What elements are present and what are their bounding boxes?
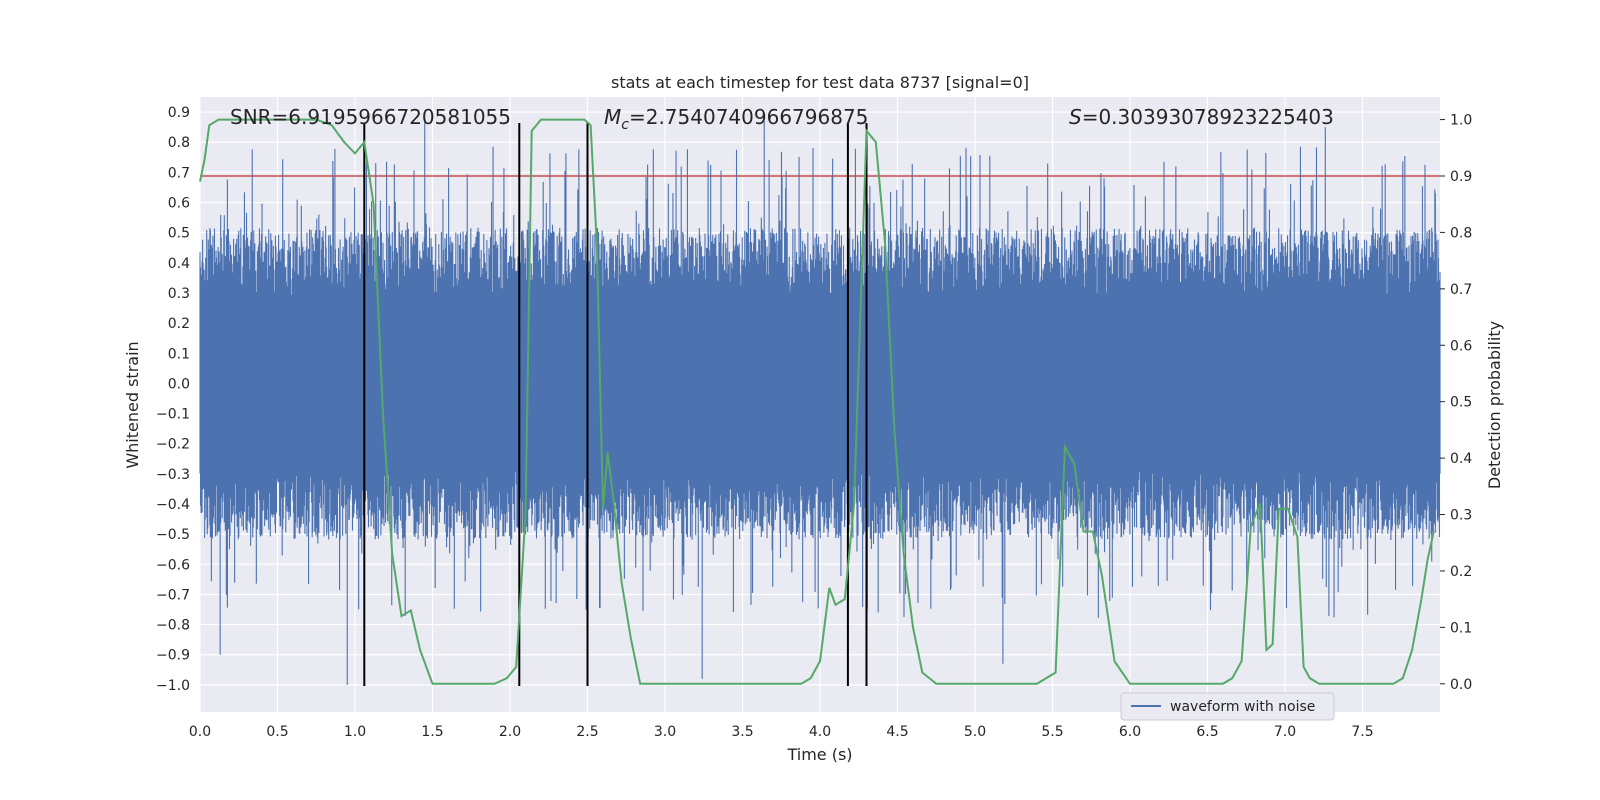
- y-tick-label: 0.6: [168, 196, 190, 212]
- snr-annotation: SNR=6.9195966720581055: [230, 105, 511, 129]
- y-tick-label: 0.8: [168, 135, 190, 151]
- x-tick-label: 1.5: [421, 724, 443, 740]
- y-axis-ticks: 0.9 0.8 0.7 0.6 0.5 0.4 0.3 0.2 0.1 0.0 −0.1 −0.2 −0…: [156, 105, 190, 694]
- chart-title: stats at each timestep for test data 873…: [611, 73, 1029, 92]
- x-tick-label: 0.0: [189, 724, 211, 740]
- s-annotation: S=0.30393078923225403: [1069, 105, 1334, 129]
- y-tick-label: −0.1: [156, 407, 190, 423]
- y-axis-label: Whitened strain: [123, 341, 142, 468]
- y2-axis-label: Detection probability: [1485, 321, 1504, 489]
- x-tick-label: 5.5: [1041, 724, 1063, 740]
- legend-label: waveform with noise: [1170, 699, 1315, 715]
- y2-tick-label: 0.0: [1450, 677, 1472, 693]
- x-tick-label: 6.0: [1119, 724, 1141, 740]
- s-symbol: S: [1069, 105, 1082, 129]
- y2-tick-label: 0.6: [1450, 338, 1472, 354]
- y2-axis-ticks: 1.0 0.9 0.8 0.7 0.6 0.5 0.4 0.3 0.2 0.1 0.0: [1440, 113, 1472, 693]
- x-tick-label: 3.5: [731, 724, 753, 740]
- y-tick-label: −0.6: [156, 557, 190, 573]
- y2-tick-label: 0.1: [1450, 620, 1472, 636]
- y-tick-label: −0.8: [156, 618, 190, 634]
- y2-tick-label: 0.9: [1450, 169, 1472, 185]
- y-tick-label: 0.2: [168, 316, 190, 332]
- x-axis-ticks: 0.0 0.5 1.0 1.5 2.0 2.5 3.0 3.5 4.0 4.5 5.0 5.5 6.0 6…: [189, 724, 1374, 740]
- x-tick-label: 6.5: [1196, 724, 1218, 740]
- y-tick-label: −0.9: [156, 648, 190, 664]
- x-axis-label: Time (s): [786, 745, 852, 764]
- y-tick-label: −1.0: [156, 678, 190, 694]
- y-tick-label: 0.5: [168, 226, 190, 242]
- y-tick-label: 0.4: [168, 256, 190, 272]
- y-tick-label: −0.7: [156, 587, 190, 603]
- mc-subscript: c: [621, 117, 629, 133]
- mc-value: =2.7540740966796875: [629, 105, 868, 129]
- mc-symbol: M: [604, 105, 621, 129]
- y2-tick-label: 0.4: [1450, 451, 1472, 467]
- x-tick-label: 7.0: [1274, 724, 1296, 740]
- y-tick-label: 0.9: [168, 105, 190, 121]
- waveform-line: [199, 121, 1441, 685]
- x-tick-label: 2.5: [576, 724, 598, 740]
- y-tick-label: −0.3: [156, 467, 190, 483]
- waveform-series: [199, 121, 1441, 685]
- y2-tick-label: 0.3: [1450, 508, 1472, 524]
- y2-tick-label: 1.0: [1450, 113, 1472, 129]
- mc-annotation: Mc=2.7540740966796875: [604, 105, 868, 133]
- y-tick-label: −0.4: [156, 497, 190, 513]
- legend: waveform with noise: [1120, 692, 1335, 721]
- x-tick-label: 3.0: [654, 724, 676, 740]
- y-tick-label: 0.1: [168, 346, 190, 362]
- x-tick-label: 7.5: [1351, 724, 1373, 740]
- y2-tick-label: 0.2: [1450, 564, 1472, 580]
- x-tick-label: 1.0: [344, 724, 366, 740]
- overlay: [199, 118, 1440, 686]
- y2-tick-label: 0.7: [1450, 282, 1472, 298]
- y-tick-label: 0.0: [168, 376, 190, 392]
- x-tick-label: 5.0: [964, 724, 986, 740]
- y2-tick-label: 0.5: [1450, 395, 1472, 411]
- y-tick-label: −0.2: [156, 437, 190, 453]
- y-tick-label: 0.7: [168, 165, 190, 181]
- detection-probability-line: [199, 118, 1435, 685]
- legend-box: [1120, 692, 1335, 721]
- y2-tick-label: 0.8: [1450, 225, 1472, 241]
- y-tick-label: 0.3: [168, 286, 190, 302]
- x-tick-label: 4.5: [886, 724, 908, 740]
- x-tick-label: 0.5: [266, 724, 288, 740]
- x-tick-label: 2.0: [499, 724, 521, 740]
- x-tick-label: 4.0: [809, 724, 831, 740]
- s-value: =0.30393078923225403: [1082, 105, 1334, 129]
- y-tick-label: −0.5: [156, 527, 190, 543]
